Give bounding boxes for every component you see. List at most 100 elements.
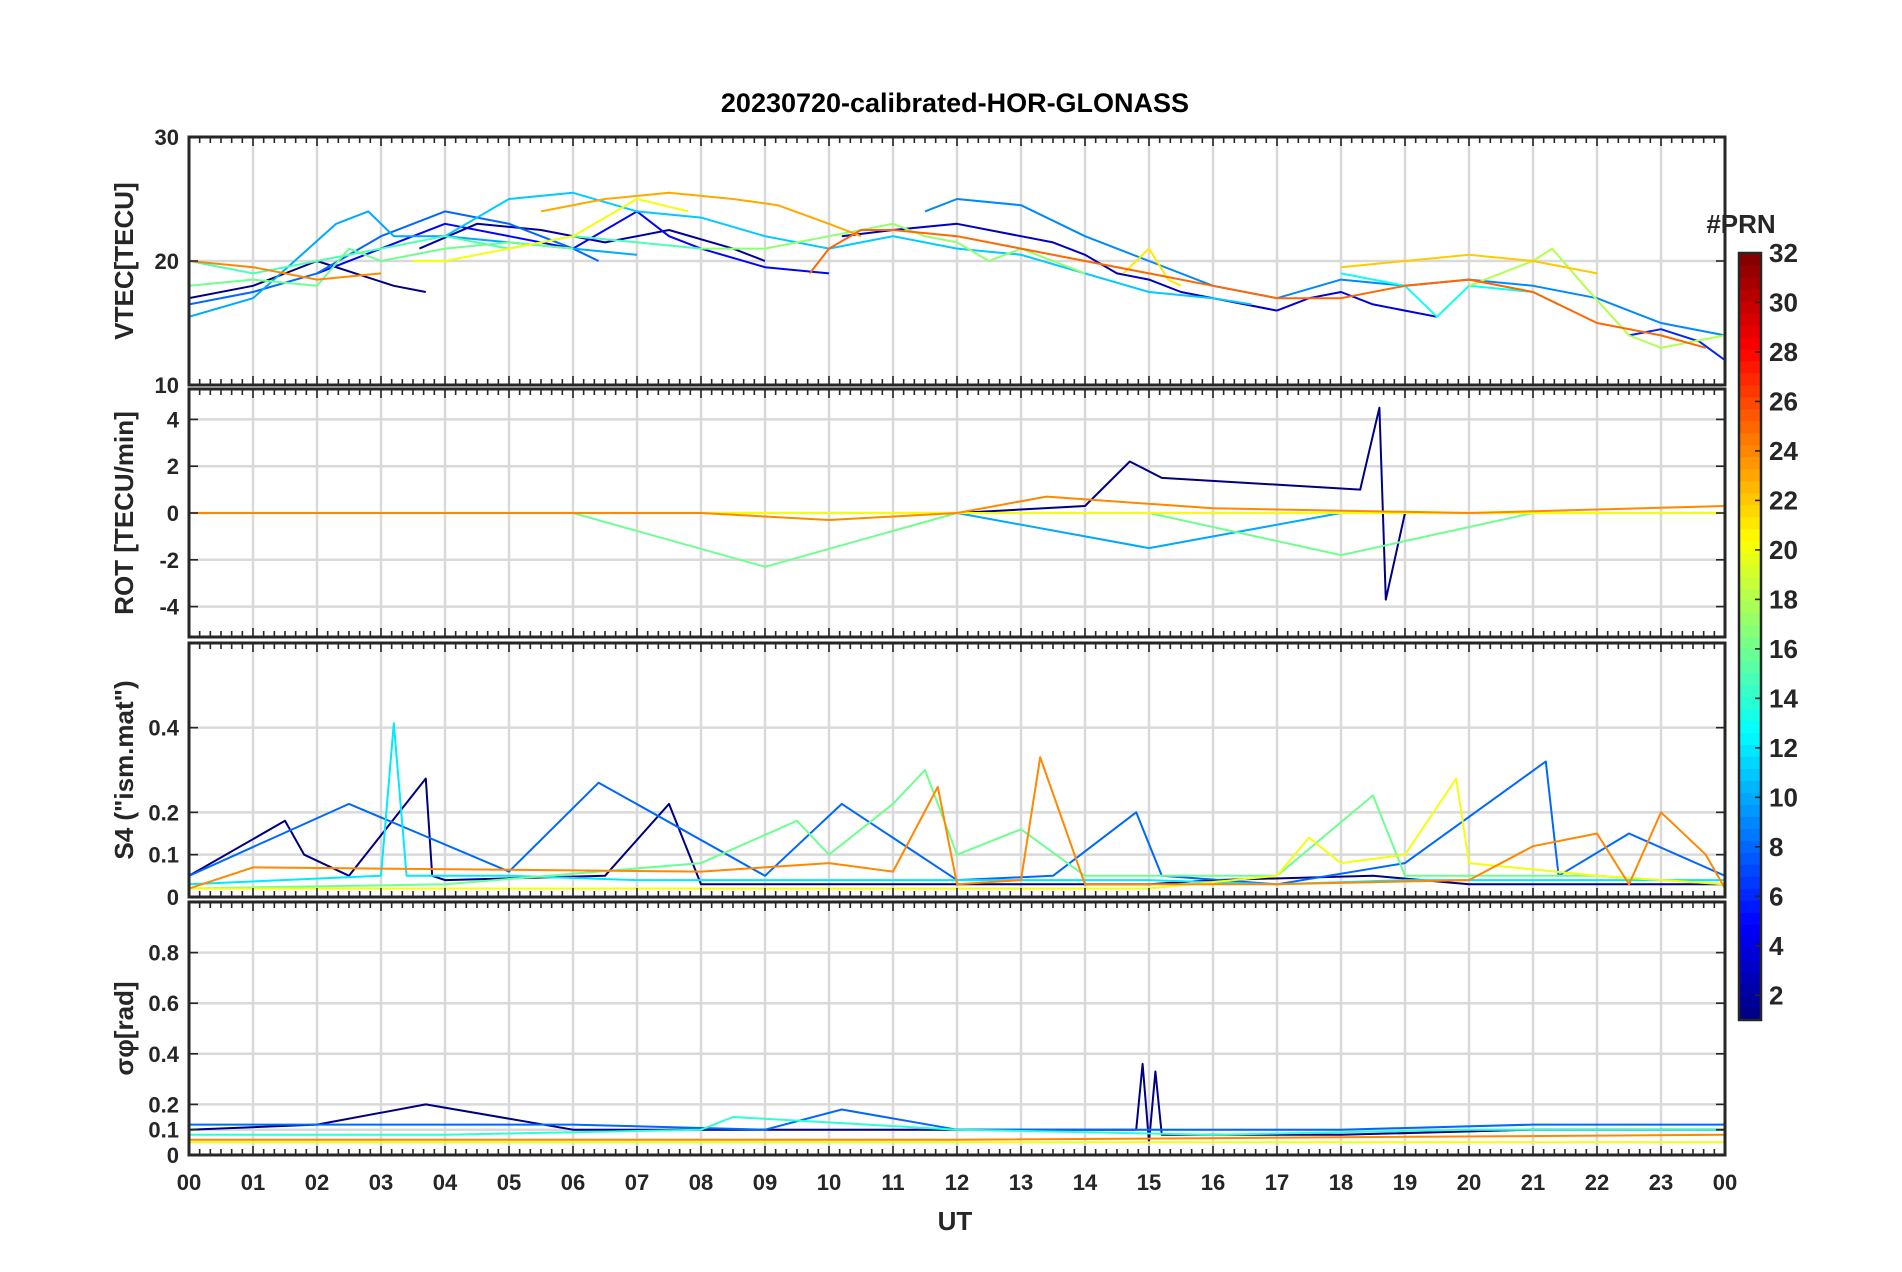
x-tick-label: 20 — [1457, 1170, 1481, 1195]
colorbar-segment — [1739, 864, 1761, 877]
colorbar-tick-label: 8 — [1769, 832, 1783, 862]
series-prn-14 — [189, 1116, 1725, 1136]
series-prn-1 — [189, 1062, 1725, 1144]
colorbar-segment — [1739, 444, 1761, 458]
colorbar-segment — [1739, 780, 1761, 793]
x-tick-label: 09 — [753, 1170, 777, 1195]
x-tick-label: 05 — [497, 1170, 521, 1195]
colorbar-segment — [1739, 480, 1761, 494]
colorbar-segment — [1739, 564, 1761, 578]
colorbar-segment — [1739, 768, 1761, 781]
panel-frame — [187, 135, 1727, 387]
x-tick-label: 23 — [1649, 1170, 1673, 1195]
series-prn-16 — [189, 241, 574, 287]
colorbar-segment — [1739, 456, 1761, 470]
series-prn-1 — [189, 260, 426, 300]
colorbar-tick-label: 4 — [1769, 931, 1784, 961]
colorbar-segment — [1739, 972, 1761, 985]
colorbar-segment — [1739, 492, 1761, 506]
x-tick-label: 08 — [689, 1170, 713, 1195]
y-tick-label: 0.2 — [148, 800, 179, 825]
y-tick-label: 0.1 — [148, 1118, 179, 1143]
colorbar-segment — [1739, 732, 1761, 745]
x-tick-label: 10 — [817, 1170, 841, 1195]
colorbar-segment — [1739, 996, 1761, 1009]
x-tick-label: 13 — [1009, 1170, 1033, 1195]
colorbar-segment — [1739, 264, 1761, 278]
colorbar-segment — [1739, 696, 1761, 710]
colorbar-segment — [1739, 384, 1761, 398]
x-tick-label: 16 — [1201, 1170, 1225, 1195]
x-tick-label: 00 — [177, 1170, 201, 1195]
series-prn-20 — [189, 777, 1725, 890]
colorbar-segment — [1739, 936, 1761, 949]
colorbar-tick-label: 14 — [1769, 683, 1798, 713]
series-prn-8 — [189, 1108, 1725, 1131]
x-tick-label: 04 — [433, 1170, 458, 1195]
colorbar-segment — [1739, 924, 1761, 937]
x-tick-label: 11 — [881, 1170, 904, 1195]
x-tick-label: 03 — [369, 1170, 393, 1195]
series-prn-9 — [924, 198, 1725, 337]
colorbar-segment — [1739, 253, 1761, 266]
series-prn-20 — [413, 198, 689, 262]
colorbar-segment — [1739, 408, 1761, 422]
x-axis: 00 01 02 03 04 05 06 07 08 09 10 11 12 13 14 15 16 17 18 19… — [177, 1170, 1737, 1195]
y-tick-label: 0.2 — [148, 1092, 179, 1117]
y-tick-label: 0.4 — [148, 716, 179, 741]
x-tick-label: 19 — [1393, 1170, 1417, 1195]
x-tick-label: 14 — [1073, 1170, 1098, 1195]
panel-frame — [187, 641, 1727, 899]
colorbar-segment — [1739, 504, 1761, 518]
series-prn-24 — [189, 260, 382, 281]
colorbar-segment — [1739, 744, 1761, 757]
colorbar-segment — [1739, 324, 1761, 338]
colorbar-segment — [1739, 276, 1761, 290]
colorbar-segment — [1739, 1008, 1761, 1021]
colorbar-tick-label: 16 — [1769, 634, 1798, 664]
x-tick-label: 01 — [241, 1170, 265, 1195]
x-axis-label: UT — [938, 1206, 973, 1236]
y-tick-label: -4 — [159, 595, 179, 620]
series-prn-11 — [444, 191, 1252, 306]
colorbar-tick-label: 22 — [1769, 485, 1798, 515]
panel-s4: 0 0.1 0.2 0.4 S4 ("ism.mat") — [109, 641, 1727, 910]
colorbar-segment — [1739, 576, 1761, 590]
series-prn-24 — [189, 1133, 1725, 1141]
series-prn-22 — [1340, 253, 1598, 275]
y-tick-label: 0.8 — [148, 941, 179, 966]
colorbar-tick-label: 24 — [1769, 436, 1798, 466]
series-group — [189, 191, 1725, 362]
colorbar-segment — [1739, 420, 1761, 434]
colorbar-segment — [1739, 360, 1761, 374]
series-prn-4 — [1276, 291, 1438, 318]
panel-rot: -4 -2 0 2 4 ROT [TECU/min] — [109, 387, 1727, 639]
colorbar-segment — [1739, 684, 1761, 698]
y-tick-label: -2 — [159, 548, 179, 573]
y-tick-label: 0 — [167, 501, 179, 526]
colorbar-segment — [1739, 792, 1761, 805]
colorbar-segment — [1739, 876, 1761, 889]
colorbar-segment — [1739, 552, 1761, 566]
series-prn-12 — [189, 722, 1725, 886]
colorbar-segment — [1739, 600, 1761, 614]
panel-vtec: 10 20 30 VTEC[TECU] — [109, 125, 1727, 398]
colorbar-segment — [1739, 852, 1761, 865]
series-prn-1 — [189, 777, 1725, 886]
y-tick-label: 0 — [167, 885, 179, 910]
series-prn-8 — [189, 760, 1725, 886]
series-prn-24 — [189, 495, 1725, 521]
y-axis-label-s4: S4 ("ism.mat") — [109, 680, 139, 859]
x-tick-label: 07 — [625, 1170, 649, 1195]
colorbar-tick-label: 6 — [1769, 881, 1783, 911]
y-axis-label-vtec: VTEC[TECU] — [109, 182, 139, 339]
x-tick-label: 22 — [1585, 1170, 1609, 1195]
series-prn-23 — [540, 191, 862, 238]
colorbar-tick-label: 10 — [1769, 782, 1798, 812]
x-tick-label: 17 — [1265, 1170, 1289, 1195]
colorbar-segment — [1739, 636, 1761, 650]
panel-frame — [187, 387, 1727, 639]
colorbar-segment — [1739, 396, 1761, 410]
